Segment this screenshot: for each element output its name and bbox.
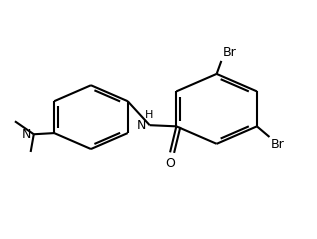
Text: N: N [137,119,146,132]
Text: O: O [165,157,175,170]
Text: H: H [145,110,153,120]
Text: Br: Br [222,46,236,59]
Text: N: N [22,128,31,141]
Text: Br: Br [270,138,284,151]
